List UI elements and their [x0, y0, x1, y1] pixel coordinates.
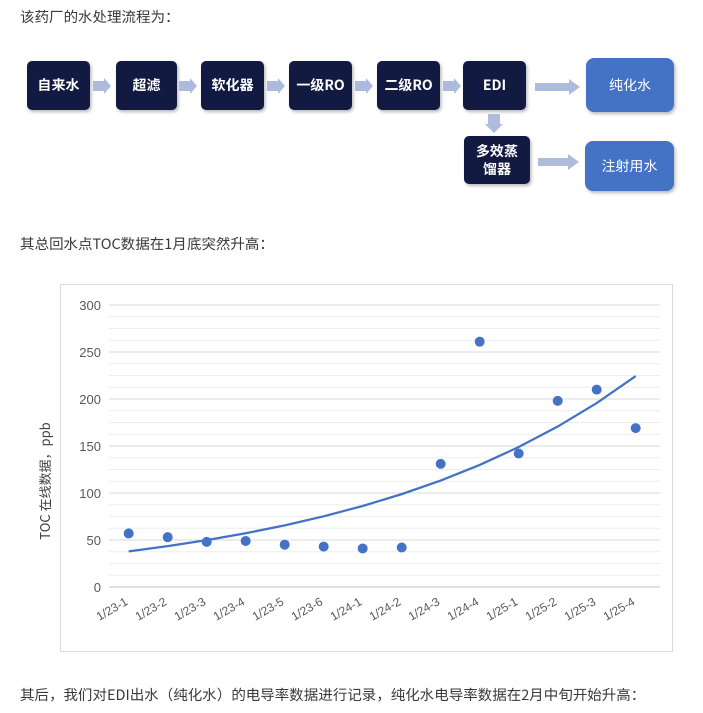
svg-text:1/23-4: 1/23-4 — [211, 594, 248, 623]
svg-text:1/24-4: 1/24-4 — [445, 594, 482, 623]
svg-text:1/25-3: 1/25-3 — [562, 594, 599, 623]
svg-text:1/25-1: 1/25-1 — [484, 594, 521, 623]
svg-text:50: 50 — [87, 533, 101, 548]
svg-text:1/24-1: 1/24-1 — [328, 594, 365, 623]
svg-text:1/25-2: 1/25-2 — [523, 594, 560, 623]
svg-text:300: 300 — [79, 298, 101, 313]
svg-text:1/25-4: 1/25-4 — [601, 594, 638, 623]
svg-text:100: 100 — [79, 486, 101, 501]
svg-text:1/23-5: 1/23-5 — [250, 594, 287, 623]
svg-text:0: 0 — [94, 580, 101, 595]
svg-text:1/23-2: 1/23-2 — [133, 594, 170, 623]
svg-text:1/24-3: 1/24-3 — [406, 594, 443, 623]
svg-text:1/23-3: 1/23-3 — [172, 594, 209, 623]
svg-text:200: 200 — [79, 392, 101, 407]
svg-text:1/24-2: 1/24-2 — [367, 594, 404, 623]
svg-text:1/23-6: 1/23-6 — [289, 594, 326, 623]
svg-text:250: 250 — [79, 345, 101, 360]
svg-text:150: 150 — [79, 439, 101, 454]
svg-text:1/23-1: 1/23-1 — [94, 594, 131, 623]
